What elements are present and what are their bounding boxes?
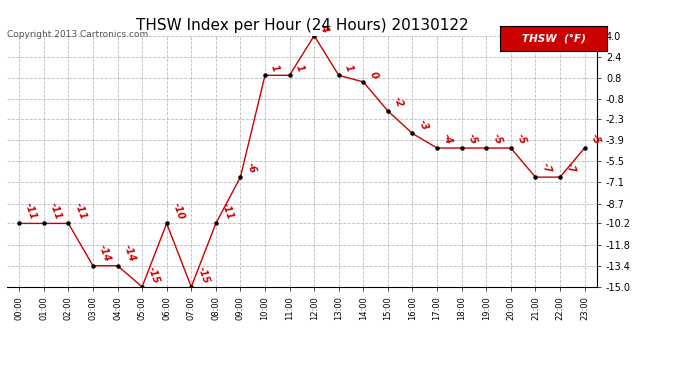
Point [14,220,25,226]
Point [505,145,516,151]
Point [63,220,74,226]
Point [382,108,393,114]
Text: -5: -5 [515,132,528,146]
Text: Copyright 2013 Cartronics.com: Copyright 2013 Cartronics.com [7,30,148,39]
Point [407,130,418,136]
Text: -15: -15 [146,265,161,285]
Text: -5: -5 [466,132,479,146]
Point [456,145,467,151]
Point [38,220,49,226]
Text: -5: -5 [589,132,602,146]
Text: -11: -11 [220,201,235,221]
Point [235,174,246,180]
Point [308,33,319,39]
Point [481,145,492,151]
Text: 1: 1 [269,63,281,73]
Text: -10: -10 [171,201,186,221]
Point [333,72,344,78]
Point [431,145,442,151]
Text: THSW  (°F): THSW (°F) [522,33,586,44]
Point [186,284,197,290]
Point [579,145,590,151]
Point [530,174,541,180]
Text: 1: 1 [294,63,306,73]
Point [112,263,123,269]
Text: -11: -11 [72,201,88,221]
Text: -11: -11 [23,201,39,221]
Title: THSW Index per Hour (24 Hours) 20130122: THSW Index per Hour (24 Hours) 20130122 [135,18,469,33]
Text: -4: -4 [441,132,454,146]
Point [555,174,566,180]
Text: -7: -7 [540,161,553,175]
Text: -6: -6 [244,161,257,175]
Text: -14: -14 [97,244,112,264]
Point [88,263,99,269]
Text: 0: 0 [368,70,380,80]
Point [358,79,369,85]
Text: 1: 1 [343,63,355,73]
Point [210,220,221,226]
Point [259,72,270,78]
Text: 4: 4 [318,24,330,33]
Text: -14: -14 [121,244,137,264]
Text: -11: -11 [48,201,63,221]
Text: -2: -2 [392,95,405,109]
Point [137,284,148,290]
Text: -7: -7 [564,161,578,175]
Point [161,220,172,226]
Text: -15: -15 [195,265,211,285]
Point [284,72,295,78]
Text: -5: -5 [491,132,504,146]
Text: -3: -3 [417,118,430,131]
